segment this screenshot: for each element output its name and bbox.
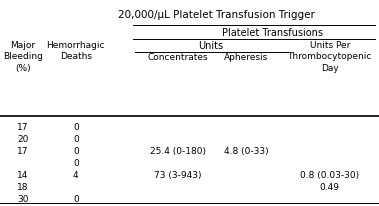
Text: 18: 18 [17,182,28,191]
Text: Major
Bleeding
(%): Major Bleeding (%) [3,41,43,72]
Text: 73 (3-943): 73 (3-943) [154,170,202,179]
Text: 20: 20 [17,135,28,143]
Text: 20,000/μL Platelet Transfusion Trigger: 20,000/μL Platelet Transfusion Trigger [117,10,315,20]
Text: 0.49: 0.49 [320,182,340,191]
Text: 0: 0 [73,194,79,203]
Text: 4.8 (0-33): 4.8 (0-33) [224,146,269,155]
Text: 25.4 (0-180): 25.4 (0-180) [150,146,206,155]
Text: Units: Units [198,41,223,51]
Text: 0.8 (0.03-30): 0.8 (0.03-30) [300,170,359,179]
Text: Apheresis: Apheresis [224,53,268,61]
Text: 0: 0 [73,123,79,131]
Text: Concentrates: Concentrates [148,53,208,61]
Text: 17: 17 [17,146,28,155]
Text: Platelet Transfusions: Platelet Transfusions [222,28,323,38]
Text: Units Per
Thrombocytopenic
Day: Units Per Thrombocytopenic Day [288,41,372,72]
Text: Hemorrhagic
Deaths: Hemorrhagic Deaths [47,41,105,61]
Text: 30: 30 [17,194,28,203]
Text: 0: 0 [73,135,79,143]
Text: 4: 4 [73,170,78,179]
Text: 0: 0 [73,158,79,167]
Text: 17: 17 [17,123,28,131]
Text: 0: 0 [73,146,79,155]
Text: 14: 14 [17,170,28,179]
